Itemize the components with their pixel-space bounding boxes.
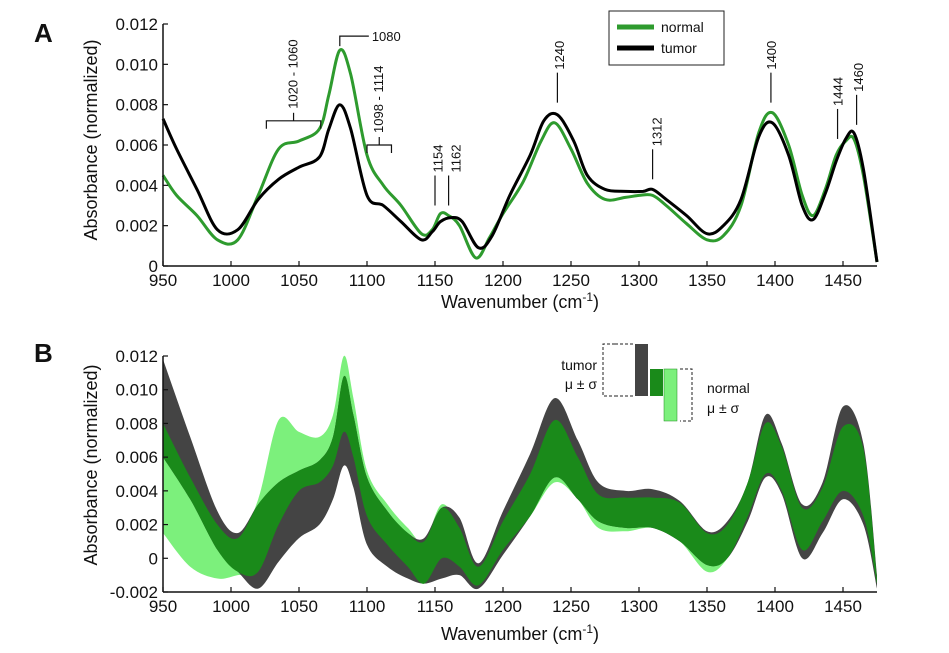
a-y-tick-label: 0.002 [115, 217, 158, 236]
overlap-band [163, 375, 877, 586]
b-x-tick-label: 1000 [212, 597, 250, 616]
legend-b: tumor μ ± σ normal μ ± σ [561, 343, 750, 422]
legend-b-normal-mean-swatch [650, 369, 663, 396]
b-x-tick-label: 950 [149, 597, 177, 616]
panel-b-letter: B [34, 338, 53, 368]
a-y-tick-label: 0 [149, 257, 158, 276]
legend-b-normal-sd-swatch [663, 368, 678, 422]
a-x-tick-label: 1300 [620, 271, 658, 290]
annotation-label: 1162 [448, 145, 463, 173]
a-x-tick-label: 1000 [212, 271, 250, 290]
a-x-tick-label: 1100 [349, 271, 386, 290]
a-y-tick-label: 0.008 [115, 96, 158, 115]
legend-a-tumor-label: tumor [661, 40, 697, 56]
legend-a-box [608, 10, 725, 66]
b-x-tick-label: 1400 [756, 597, 794, 616]
b-x-tick-label: 1250 [552, 597, 590, 616]
y-axis-title-b: Absorbance (normalized) [81, 364, 101, 565]
b-x-tick-label: 1150 [417, 597, 454, 616]
a-y-tick-label: 0.004 [115, 176, 158, 195]
annotation-label: 1098 - 1114 [371, 66, 386, 133]
legend-b-tumor-sd-swatch [635, 344, 648, 396]
legend-b-tumor-stat: μ ± σ [565, 376, 598, 392]
x-axis-title-a: Wavenumber (cm-1) [441, 290, 599, 312]
a-y-tick-label: 0.006 [115, 136, 158, 155]
b-y-tick-label: 0.002 [115, 516, 158, 535]
legend-b-normal-label: normal [707, 380, 750, 396]
annotation-label: 1240 [552, 41, 567, 70]
b-y-tick-label: 0.008 [115, 414, 158, 433]
b-y-tick-label: 0.010 [115, 381, 158, 400]
b-y-tick-label: 0 [149, 549, 158, 568]
legend-b-tumor-label: tumor [561, 357, 597, 373]
annotation-label: 1460 [851, 63, 866, 92]
a-x-tick-label: 1400 [756, 271, 794, 290]
series-line-normal [161, 48, 879, 263]
annotation-label: 1020 - 1060 [286, 39, 301, 108]
b-y-tick-label: 0.004 [115, 482, 158, 501]
x-axis-title-b: Wavenumber (cm-1) [441, 622, 599, 644]
a-x-tick-label: 1150 [417, 271, 454, 290]
a-y-tick-label: 0.012 [115, 15, 158, 34]
b-y-tick-label: 0.006 [115, 448, 158, 467]
legend-a-normal-label: normal [661, 19, 704, 35]
a-x-tick-label: 1350 [688, 271, 726, 290]
b-y-tick-label: 0.012 [115, 347, 158, 366]
annotation-elbow [339, 35, 369, 47]
legend-b-normal-bracket [680, 368, 693, 422]
b-x-tick-label: 1200 [484, 597, 522, 616]
panel-a-letter: A [34, 18, 53, 48]
annotation-bracket [366, 144, 393, 153]
b-x-tick-label: 1300 [620, 597, 658, 616]
annotation-label: 1444 [831, 77, 846, 106]
series-line-tumor [161, 103, 879, 263]
y-axis-title-a: Absorbance (normalized) [81, 39, 101, 240]
panel-b-chart: B 950 1000 1050 1100 1150 1200 1250 1300 1350 140… [34, 338, 877, 644]
panel-a-chart: A 1020 - 1060 1080 1098 - 1114 1154 1162 1240… [34, 10, 879, 312]
b-x-tick-label: 1350 [688, 597, 726, 616]
annotation-label: 1154 [431, 145, 446, 173]
b-x-tick-label: 1450 [824, 597, 862, 616]
b-y-tick-label: -0.002 [110, 583, 158, 602]
b-x-tick-label: 1050 [280, 597, 318, 616]
annotation-label: 1400 [764, 41, 779, 70]
annotation-label: 1312 [650, 117, 665, 146]
b-x-tick-label: 1100 [349, 597, 386, 616]
annotation-bracket [265, 120, 322, 129]
a-x-tick-label: 1250 [552, 271, 590, 290]
annotation-label: 1080 [372, 29, 401, 44]
a-x-tick-label: 1200 [484, 271, 522, 290]
a-x-tick-label: 1450 [824, 271, 862, 290]
legend-b-tumor-bracket [602, 343, 615, 397]
legend-b-normal-stat: μ ± σ [707, 400, 740, 416]
a-x-tick-label: 1050 [280, 271, 318, 290]
a-x-tick-label: 950 [149, 271, 177, 290]
legend-a: normal tumor [608, 10, 725, 66]
a-y-tick-label: 0.010 [115, 55, 158, 74]
